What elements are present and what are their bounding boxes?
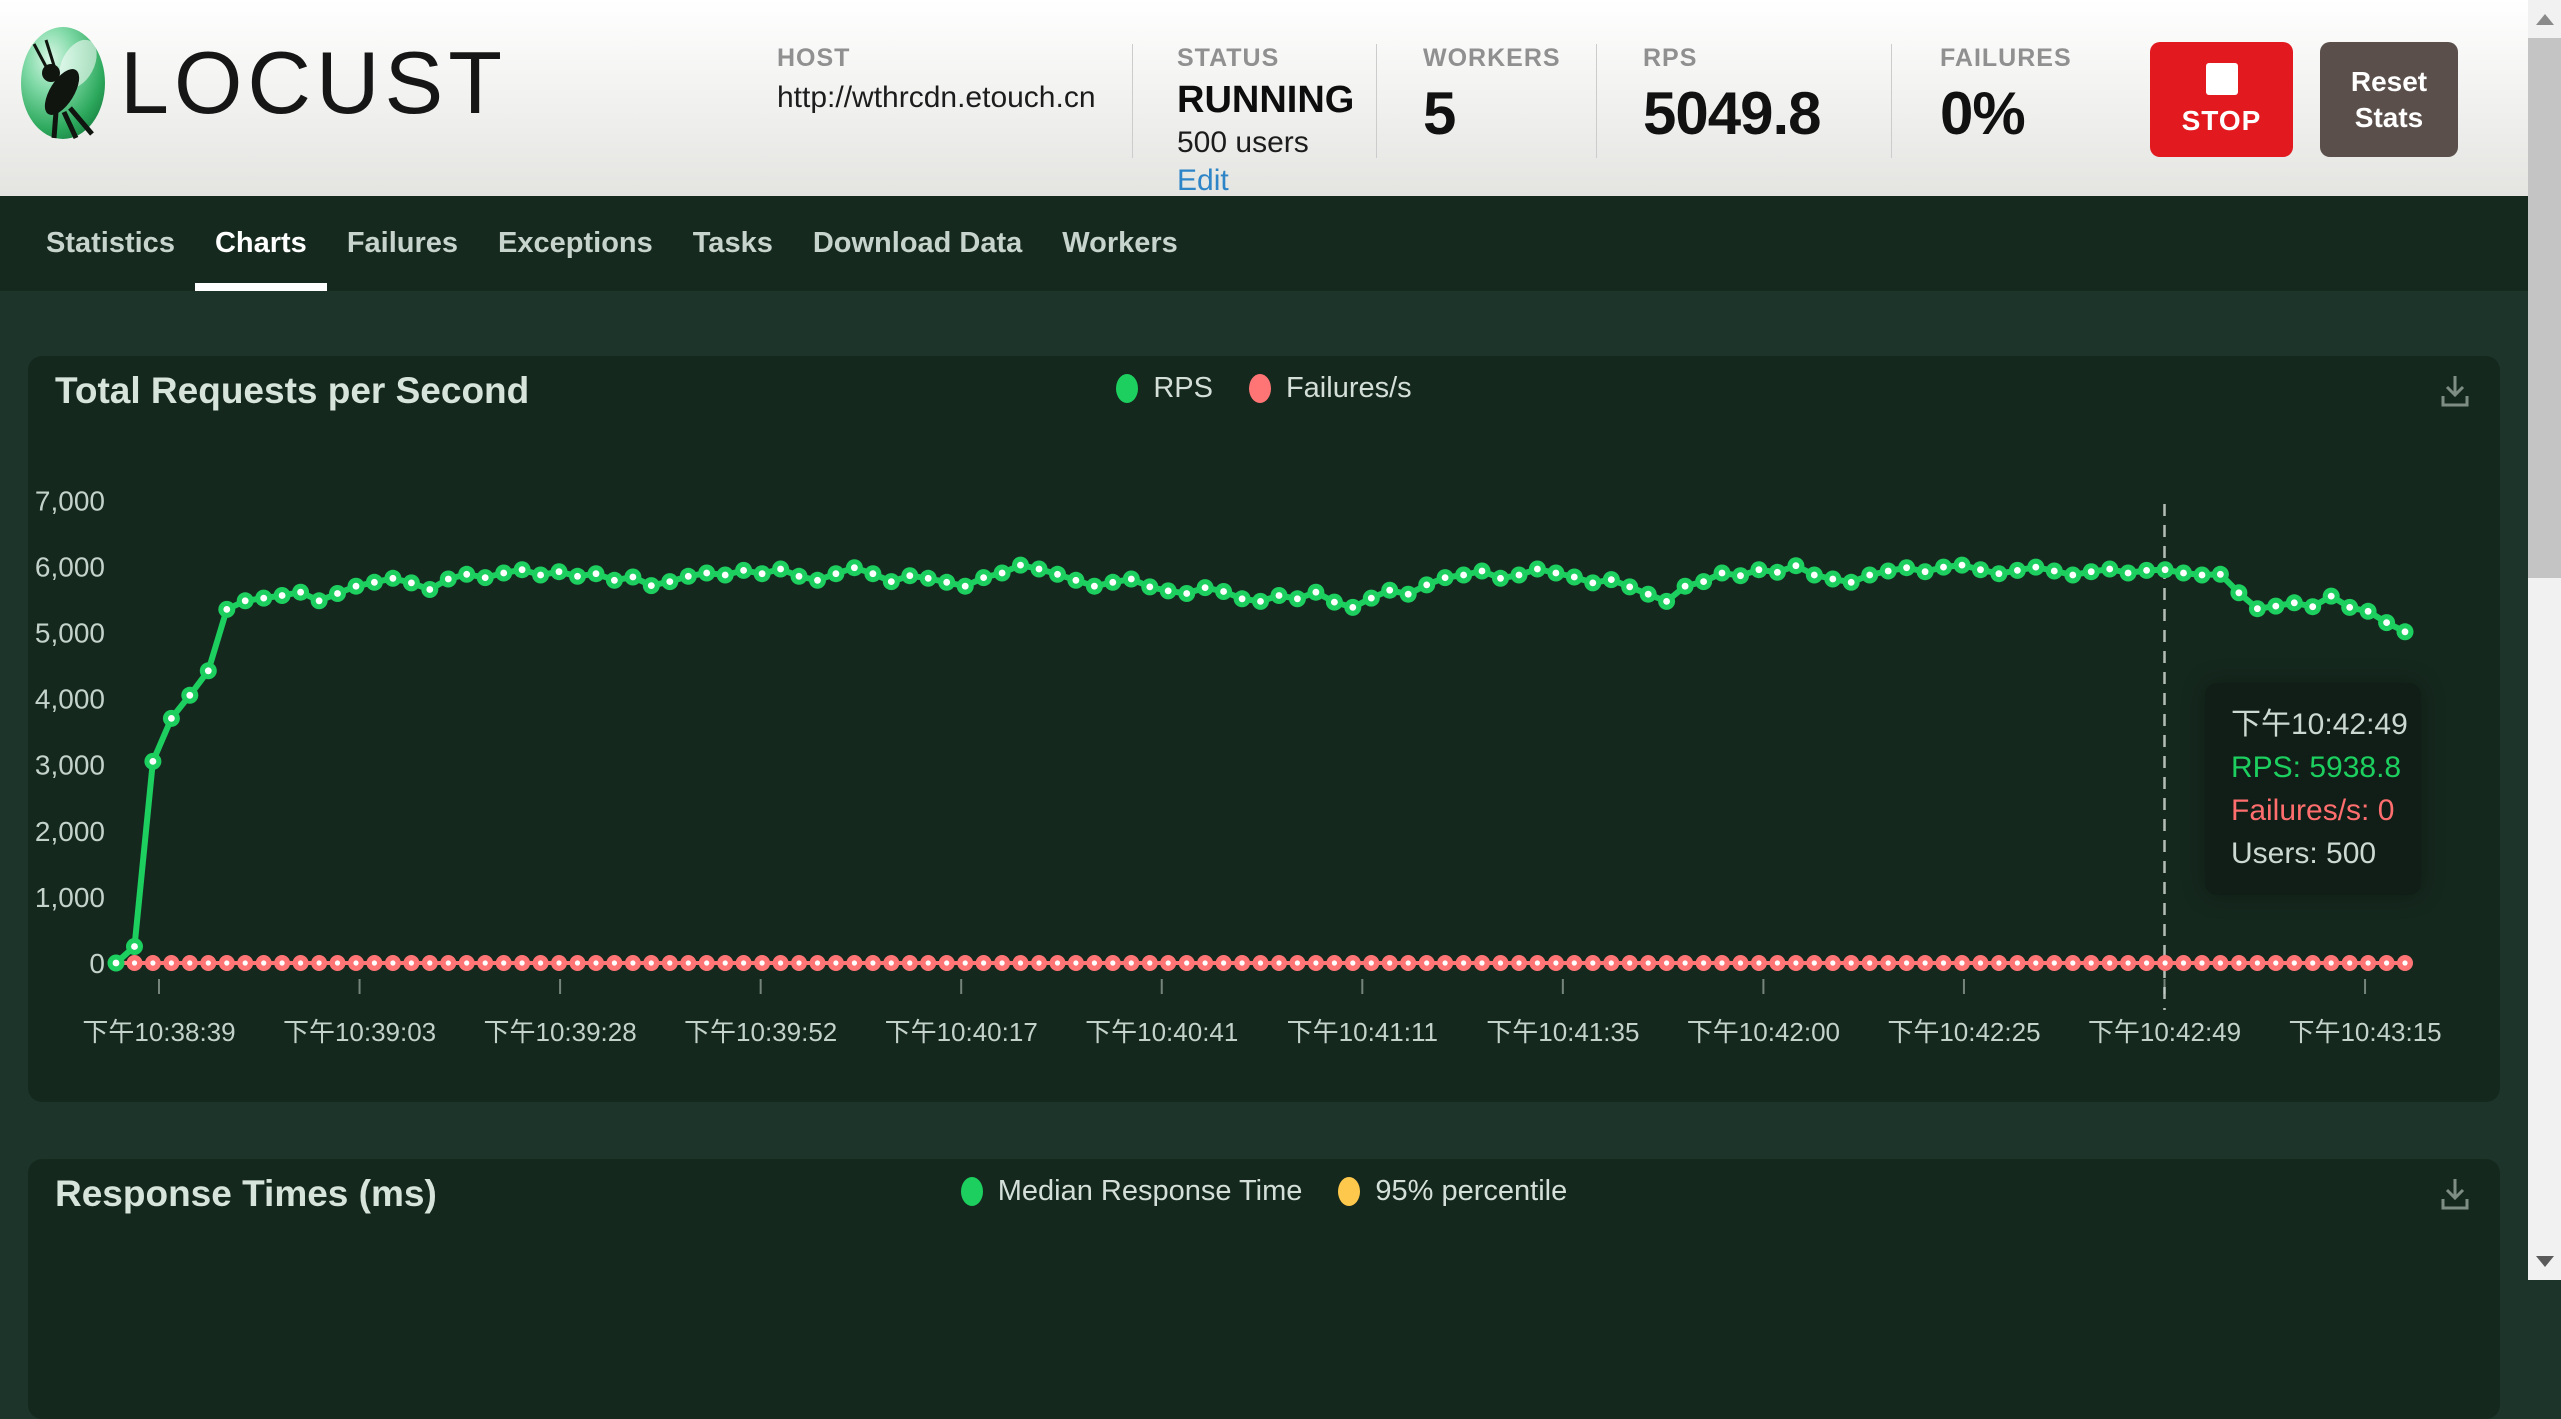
header-divider — [1891, 44, 1892, 158]
svg-text:下午10:42:49: 下午10:42:49 — [2088, 1017, 2241, 1047]
svg-text:3,000: 3,000 — [35, 750, 105, 781]
svg-text:下午10:39:03: 下午10:39:03 — [283, 1017, 436, 1047]
tab-statistics[interactable]: Statistics — [46, 227, 175, 259]
host-label: HOST — [777, 44, 851, 72]
svg-text:下午10:40:17: 下午10:40:17 — [885, 1017, 1038, 1047]
status-label: STATUS — [1177, 44, 1280, 72]
legend-dot — [1248, 374, 1271, 403]
legend-item-failures-s[interactable]: Failures/s — [1248, 372, 1412, 405]
rps-value: 5049.8 — [1643, 80, 1822, 147]
svg-text:0: 0 — [89, 948, 105, 979]
legend-label: Failures/s — [1285, 372, 1412, 404]
svg-text:6,000: 6,000 — [35, 551, 105, 582]
header-divider — [1596, 44, 1597, 158]
tab-tasks[interactable]: Tasks — [692, 227, 773, 259]
header-divider — [1132, 44, 1133, 158]
download-icon[interactable] — [2436, 372, 2474, 410]
rps-chart-legend: RPS Failures/s — [28, 372, 2500, 405]
nav-tabs: Statistics Charts Failures Exceptions Tasks D… — [0, 196, 2561, 291]
svg-text:下午10:41:11: 下午10:41:11 — [1287, 1017, 1438, 1047]
failures-value: 0% — [1940, 80, 2026, 147]
legend-dot — [1338, 1177, 1361, 1206]
reset-line1: Reset — [2350, 65, 2428, 97]
svg-text:7,000: 7,000 — [35, 485, 105, 516]
tab-charts[interactable]: Charts — [194, 196, 327, 291]
scrollbar-thumb[interactable] — [2528, 38, 2561, 578]
legend-dot — [960, 1177, 983, 1206]
stat-workers: WORKERS 5 — [1423, 44, 1561, 148]
locust-insect-icon — [21, 27, 105, 140]
tooltip-line: Failures/s: 0 — [2231, 794, 2395, 827]
svg-text:下午10:38:39: 下午10:38:39 — [82, 1017, 235, 1047]
legend-label: RPS — [1153, 372, 1213, 404]
svg-text:下午10:39:52: 下午10:39:52 — [684, 1017, 837, 1047]
svg-text:下午10:42:00: 下午10:42:00 — [1687, 1017, 1840, 1047]
host-value: http://wthrcdn.etouch.cn — [777, 81, 1096, 114]
stat-status: STATUS RUNNING 500 users Edit — [1177, 44, 1354, 198]
rps-chart-title: Total Requests per Second — [55, 370, 530, 411]
failures-label: FAILURES — [1940, 44, 2072, 72]
svg-text:4,000: 4,000 — [35, 684, 105, 715]
workers-label: WORKERS — [1423, 44, 1561, 72]
rps-label: RPS — [1643, 44, 1698, 72]
locust-logo: LOCUST — [20, 26, 507, 140]
vertical-scrollbar[interactable] — [2528, 0, 2561, 1280]
response-times-legend: Median Response Time 95% percentile — [28, 1175, 2500, 1208]
legend-dot — [1116, 374, 1139, 403]
response-times-panel: Response Times (ms) Median Response Time… — [28, 1159, 2500, 1419]
tab-exceptions[interactable]: Exceptions — [498, 227, 653, 259]
rps-chart-panel: Total Requests per Second RPS Failures/s … — [28, 356, 2500, 1102]
tooltip-line: RPS: 5938.8 — [2231, 751, 2402, 784]
reset-line2: Stats — [2354, 101, 2424, 133]
scroll-up-arrow-icon[interactable] — [2528, 0, 2561, 38]
svg-text:下午10:43:15: 下午10:43:15 — [2288, 1017, 2441, 1047]
tab-failures[interactable]: Failures — [346, 227, 459, 259]
svg-text:下午10:40:41: 下午10:40:41 — [1085, 1017, 1238, 1047]
status-users: 500 users — [1177, 126, 1309, 159]
tooltip-line: 下午10:42:49 — [2231, 708, 2408, 741]
download-icon[interactable] — [2436, 1175, 2474, 1213]
header: LOCUST HOST http://wthrcdn.etouch.cn STA… — [0, 0, 2561, 198]
stop-square-icon — [2205, 62, 2238, 95]
rps-chart-svg[interactable]: 0 1,000 2,000 3,000 4,000 5,000 6,000 7,000 下午10… — [28, 476, 2500, 1102]
svg-text:下午10:39:28: 下午10:39:28 — [483, 1017, 636, 1047]
response-times-title: Response Times (ms) — [55, 1173, 437, 1214]
svg-text:2,000: 2,000 — [35, 816, 105, 847]
tab-workers[interactable]: Workers — [1062, 227, 1178, 259]
reset-stats-button[interactable]: Reset Stats — [2320, 42, 2458, 157]
stat-rps: RPS 5049.8 — [1643, 44, 1822, 148]
svg-text:5,000: 5,000 — [35, 618, 105, 649]
header-divider — [1376, 44, 1377, 158]
chart-tooltip: 下午10:42:49 RPS: 5938.8 Failures/s: 0 Users:… — [2205, 683, 2421, 895]
svg-text:下午10:41:35: 下午10:41:35 — [1486, 1017, 1639, 1047]
tooltip-line: Users: 500 — [2231, 837, 2377, 870]
svg-text:下午10:42:25: 下午10:42:25 — [1887, 1017, 2040, 1047]
status-value: RUNNING — [1177, 79, 1355, 121]
tab-download-data[interactable]: Download Data — [812, 227, 1023, 259]
legend-label: 95% percentile — [1375, 1175, 1568, 1207]
stop-button-label: STOP — [2181, 104, 2262, 136]
stat-host: HOST http://wthrcdn.etouch.cn — [777, 44, 1096, 115]
legend-label: Median Response Time — [997, 1175, 1303, 1207]
legend-item-rps[interactable]: RPS — [1116, 372, 1213, 405]
workers-value: 5 — [1423, 80, 1456, 147]
legend-item-median-response-time[interactable]: Median Response Time — [960, 1175, 1303, 1208]
stop-button[interactable]: STOP — [2150, 42, 2293, 157]
scroll-down-arrow-icon[interactable] — [2528, 1242, 2561, 1280]
logo-text: LOCUST — [120, 33, 507, 132]
stat-failures: FAILURES 0% — [1940, 44, 2072, 148]
legend-item-95-percentile[interactable]: 95% percentile — [1338, 1175, 1567, 1208]
edit-link[interactable]: Edit — [1177, 164, 1229, 197]
svg-text:1,000: 1,000 — [35, 882, 105, 913]
